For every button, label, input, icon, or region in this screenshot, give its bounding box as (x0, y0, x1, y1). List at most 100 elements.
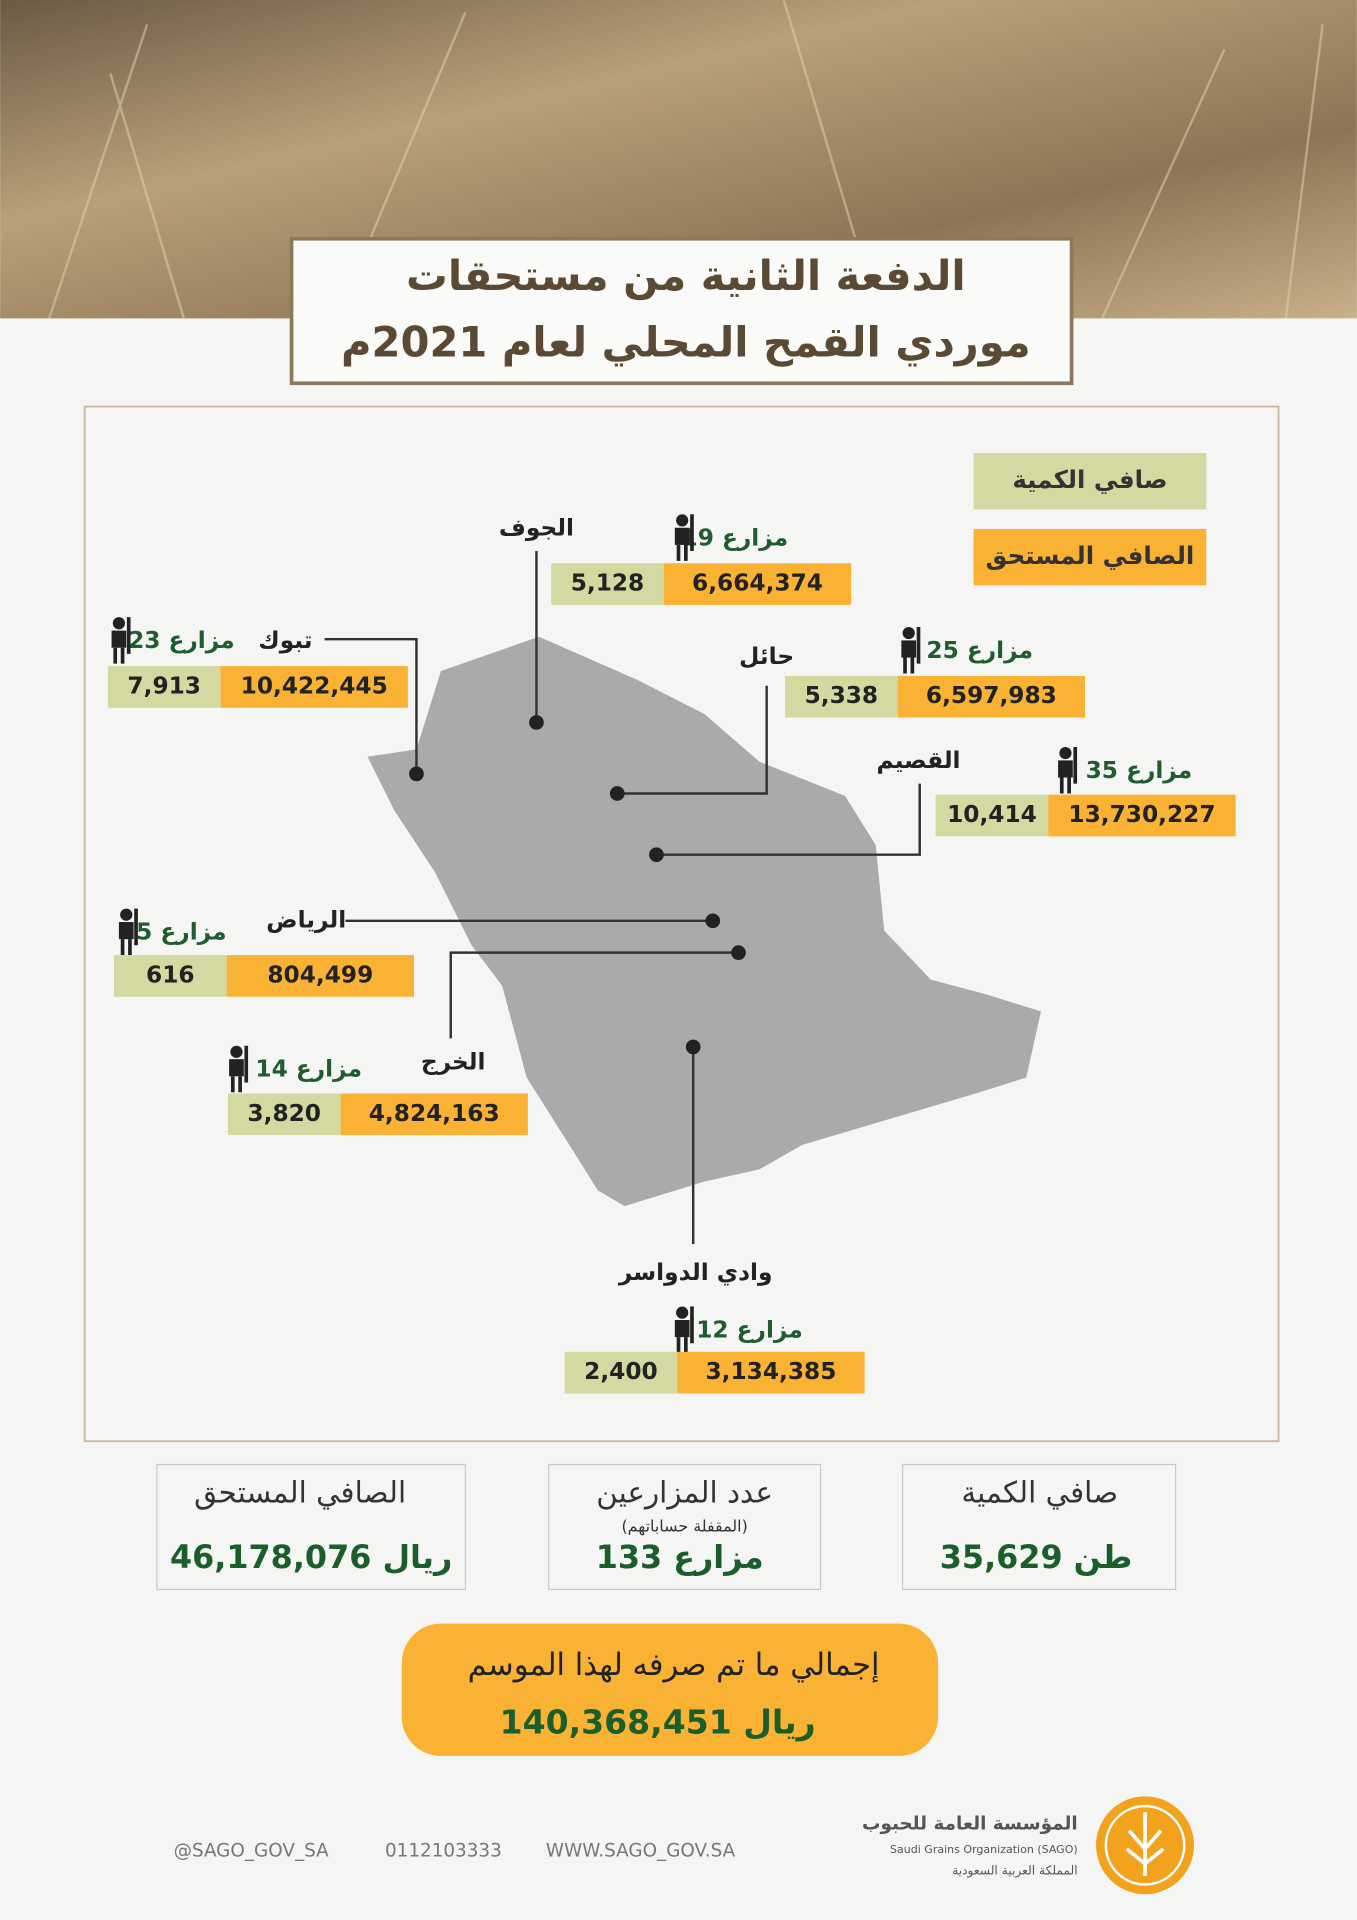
farmer-icon (674, 1306, 694, 1354)
total-value: 133 مزارع (596, 1538, 764, 1576)
farmer-icon (901, 626, 921, 674)
location-dot (731, 945, 746, 960)
amount-box (340, 1093, 528, 1136)
grand-total-box (401, 1623, 939, 1756)
org-name-en: Saudi Grains Organization (SAGO) (890, 1843, 1078, 1856)
leader-line (324, 637, 418, 774)
farmer-legs (676, 1306, 694, 1354)
quantity-value: 3,820 (247, 1100, 321, 1127)
total-box (901, 1463, 1177, 1590)
legend-label: الصافي المستحق (986, 541, 1195, 570)
farmers-count: 25 مزارع (926, 637, 1033, 664)
quantity-box (564, 1351, 678, 1394)
amount-box (677, 1351, 865, 1394)
farmer-icon (674, 514, 694, 561)
grand-total-value: 140,368,451 ريال (500, 1703, 816, 1742)
logo-ring (1104, 1804, 1186, 1886)
location-dot (649, 847, 664, 863)
amount-box (1048, 794, 1236, 837)
farmer-legs (676, 514, 694, 561)
quantity-value: 10,414 (947, 801, 1037, 828)
quantity-value: 5,338 (805, 682, 879, 709)
quantity-box (114, 955, 227, 997)
location-dot (609, 786, 625, 801)
total-label: صافي الكمية (961, 1475, 1118, 1510)
amount-value: 4,824,163 (369, 1100, 500, 1127)
region-name: وادي الدواسر (618, 1259, 773, 1286)
farmers-count: 19 مزارع (682, 524, 789, 551)
location-dot (705, 913, 721, 929)
farmers-count: 12 مزارع (696, 1317, 803, 1344)
region-name: الخرج (421, 1048, 486, 1075)
farmer-head (676, 514, 689, 527)
farmer-legs (120, 908, 138, 956)
regions: الجوف 19 مزارع 5,128 6,664,374 تبوك 23 مزارع 7… (107, 514, 1236, 1394)
total-label: عدد المزارعين (596, 1475, 773, 1509)
location-dot (409, 766, 424, 782)
amount-value: 3,134,385 (705, 1358, 836, 1385)
farmer-legs (230, 1045, 249, 1093)
amount-value: 10,422,445 (241, 672, 388, 699)
quantity-box (935, 794, 1049, 837)
farmer-body (111, 630, 127, 648)
farmer-head (902, 626, 915, 640)
footer-twitter: @SAGO_GOV_SA (174, 1840, 330, 1861)
region-name: حائل (739, 643, 794, 670)
farmer-legs (113, 617, 131, 664)
amount-box (897, 675, 1086, 718)
region-name: الجوف (499, 514, 574, 541)
farmer-body (118, 922, 134, 940)
farmer-icon (118, 908, 138, 956)
title: الدفعة الثانية من مستحقات (406, 251, 966, 301)
quantity-box (227, 1093, 341, 1136)
farmers-count: 35 مزارع (1086, 757, 1193, 784)
quantity-box (785, 675, 898, 718)
total-value: 46,178,076 ريال (170, 1538, 452, 1576)
footer-website: WWW.SAGO_GOV.SA (546, 1840, 736, 1861)
amount-box (220, 666, 408, 708)
farmer-legs (1059, 746, 1078, 794)
farmers-count: 23 مزارع (128, 627, 235, 654)
farmer-head (230, 1045, 243, 1058)
farmer-head (112, 617, 126, 630)
title-box (289, 236, 1074, 386)
map-frame (83, 405, 1280, 1443)
farmer-body (674, 1320, 690, 1338)
location-dot (685, 1039, 701, 1055)
farmer-body (901, 640, 917, 658)
amount-value: 6,597,983 (926, 682, 1057, 709)
org-name-ar: المؤسسة العامة للحبوب (862, 1813, 1078, 1834)
farmer-body (229, 1059, 244, 1077)
title: موردي القمح المحلي لعام 2021م (341, 317, 1031, 367)
farmer-head (676, 1306, 689, 1319)
wheat-texture (47, 0, 1324, 319)
farmer-icon (1058, 746, 1078, 794)
quantity-value: 5,128 (571, 570, 645, 597)
amount-value: 6,664,374 (692, 570, 823, 597)
farmers-count: 14 مزارع (255, 1056, 362, 1083)
quantity-box (107, 666, 221, 708)
total-label: الصافي المستحق (194, 1475, 406, 1510)
leader-line (617, 685, 768, 795)
logo-wheat (1125, 1812, 1165, 1876)
farmer-legs (903, 626, 921, 674)
legend-label: صافي الكمية (1012, 465, 1167, 494)
amount-value: 804,499 (267, 961, 373, 988)
total-box (548, 1463, 822, 1590)
farmer-head (1059, 746, 1072, 760)
amount-value: 13,730,227 (1068, 801, 1215, 828)
footer-phone: 0112103333 (385, 1840, 502, 1861)
leader-line (449, 951, 739, 1039)
quantity-value: 2,400 (584, 1358, 658, 1385)
region-name: تبوك (258, 627, 312, 654)
farmer-body (1058, 760, 1073, 778)
quantity-box (551, 563, 664, 605)
farmer-icon (229, 1045, 249, 1093)
location-dot (529, 715, 544, 730)
quantity-value: 616 (146, 961, 195, 988)
total-note: (المقفلة حساباتهم) (621, 1516, 747, 1536)
legend-amount (973, 528, 1207, 586)
total-box (156, 1463, 467, 1590)
amount-box (226, 955, 415, 997)
